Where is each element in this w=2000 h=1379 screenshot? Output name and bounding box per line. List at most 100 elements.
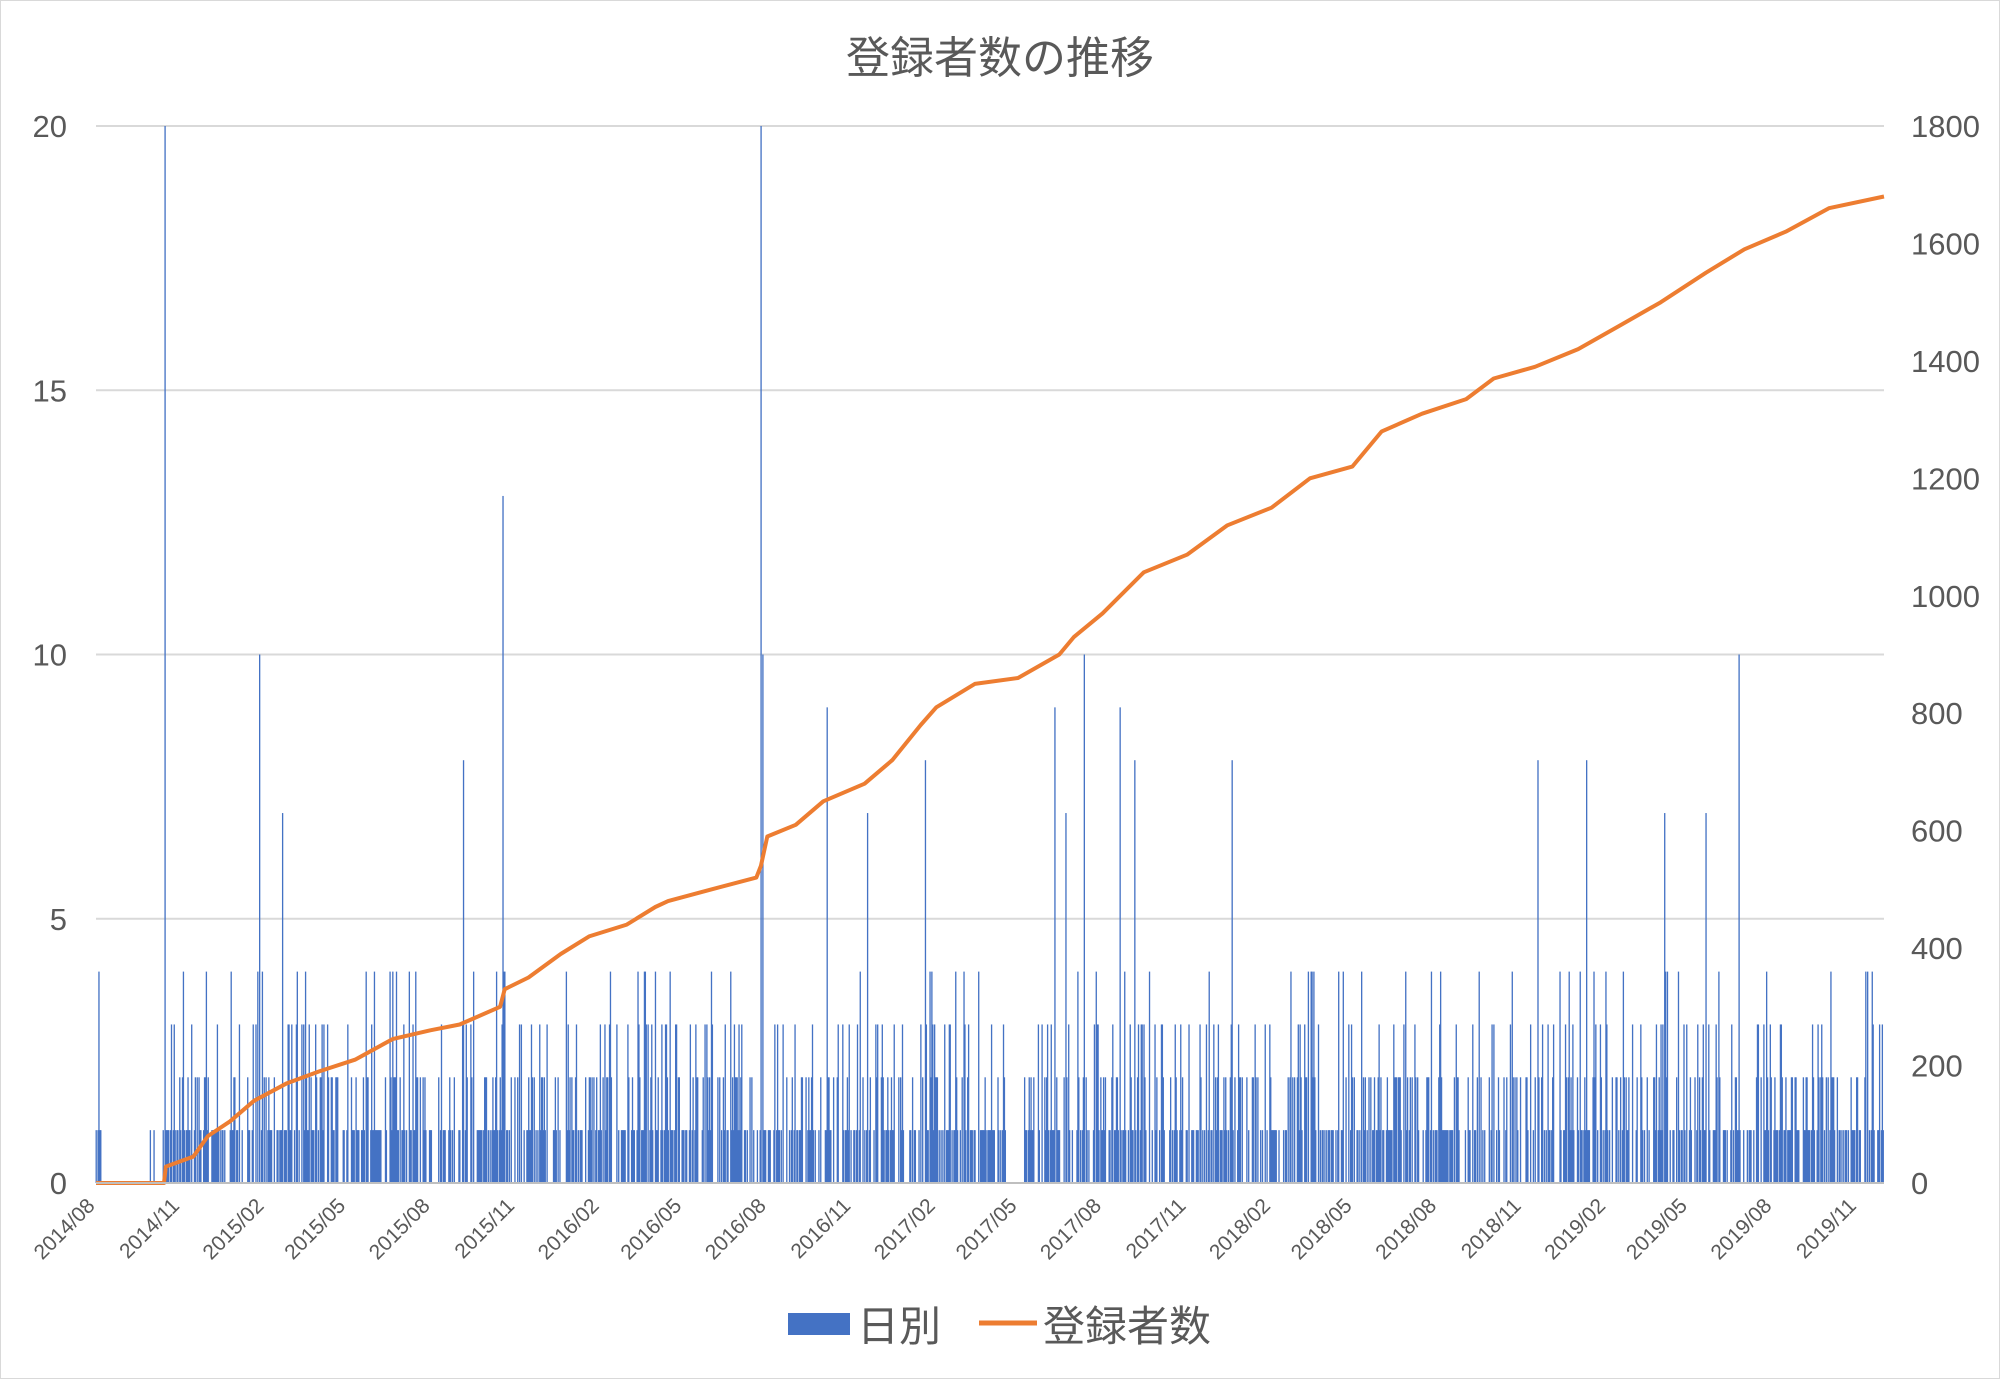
bar-daily — [1551, 1130, 1553, 1183]
bar-daily — [605, 1130, 607, 1183]
bar-daily — [255, 1024, 257, 1183]
bar-daily — [472, 971, 475, 1183]
bar-daily — [710, 971, 713, 1183]
bar-daily — [1525, 1077, 1527, 1183]
bar-daily — [1337, 1130, 1339, 1183]
bar-daily — [837, 1024, 839, 1183]
bar-daily — [1854, 1130, 1856, 1183]
bar-daily — [567, 1024, 569, 1183]
bar-daily — [1127, 1130, 1130, 1183]
bar-daily — [483, 1130, 485, 1183]
bar-daily — [708, 1077, 711, 1183]
bar-daily — [1512, 1077, 1514, 1183]
bar-daily — [741, 1024, 743, 1183]
y-right-tick-label: 0 — [1911, 1166, 1928, 1201]
bar-daily — [470, 1024, 472, 1183]
bar-daily — [1314, 1077, 1316, 1183]
legend[interactable]: 日別 登録者数 — [788, 1302, 1211, 1351]
bar-daily — [1180, 1024, 1182, 1183]
bar-daily — [709, 1130, 712, 1183]
bar-daily — [1626, 1130, 1628, 1183]
x-tick-label: 2019/02 — [1540, 1194, 1610, 1264]
bar-daily — [1134, 760, 1136, 1183]
bar-daily — [645, 1024, 647, 1183]
bar-daily — [461, 1024, 464, 1183]
bar-daily — [1046, 1024, 1049, 1183]
bar-daily — [1734, 1077, 1737, 1183]
bar-daily — [1802, 1077, 1805, 1183]
bar-daily — [1001, 1130, 1004, 1183]
bar-daily — [528, 1077, 530, 1183]
bar-daily — [429, 1130, 432, 1183]
y-left-tick-label: 0 — [50, 1166, 67, 1201]
bar-daily — [1480, 1077, 1482, 1183]
bar-daily — [1659, 1130, 1661, 1183]
bar-daily — [1125, 1130, 1127, 1183]
bar-daily — [1704, 1130, 1706, 1183]
bar-daily — [356, 1130, 358, 1183]
bar-daily — [410, 1130, 412, 1183]
bar-daily — [1822, 1077, 1824, 1183]
bar-daily — [557, 1077, 559, 1183]
bar-daily — [1088, 1130, 1090, 1183]
bar-daily — [1764, 1130, 1766, 1183]
bar-daily — [377, 1130, 379, 1183]
bar-daily — [465, 1024, 467, 1183]
bar-daily — [866, 1130, 868, 1183]
bar-daily — [100, 1130, 102, 1183]
bar-daily — [1027, 1130, 1029, 1183]
bar-daily — [746, 1130, 748, 1183]
bar-daily — [818, 1130, 820, 1183]
bar-daily — [1299, 1024, 1301, 1183]
bar-daily — [1572, 1024, 1574, 1183]
bar-daily — [1696, 1130, 1698, 1183]
bar-daily — [1739, 1130, 1741, 1183]
bar-daily — [1571, 1130, 1573, 1183]
y-left-tick-label: 15 — [33, 373, 67, 408]
bar-daily — [263, 1077, 265, 1183]
bar-daily — [647, 1024, 649, 1183]
bar-daily — [1532, 1130, 1535, 1183]
bar-daily — [216, 1024, 219, 1183]
bar-daily — [1234, 1077, 1236, 1183]
bar-daily — [985, 1130, 987, 1183]
bar-daily — [1750, 1130, 1752, 1183]
bar-daily — [1255, 1077, 1257, 1183]
bar-daily — [1579, 971, 1581, 1183]
bar-daily — [1529, 1024, 1532, 1183]
bar-daily — [1202, 1130, 1204, 1183]
bar-daily — [1838, 1130, 1840, 1183]
bar-daily — [1688, 1130, 1691, 1183]
bar-daily — [940, 1130, 942, 1183]
bar-daily — [1844, 1130, 1847, 1183]
bar-daily — [1191, 1130, 1193, 1183]
bar-daily — [542, 1130, 545, 1183]
bar-daily — [1382, 1130, 1384, 1183]
bar-daily — [484, 1077, 486, 1183]
bar-daily — [268, 1077, 270, 1183]
bar-daily — [1119, 707, 1121, 1183]
bar-daily — [1573, 1130, 1575, 1183]
bar-daily — [1116, 1077, 1119, 1183]
bar-daily — [1798, 1130, 1800, 1183]
bar-daily — [373, 971, 376, 1183]
bar-daily — [1139, 1130, 1142, 1183]
bar-daily — [277, 1130, 279, 1183]
bar-daily — [335, 1077, 337, 1183]
bar-daily — [836, 1077, 838, 1183]
bar-daily — [1197, 1130, 1199, 1183]
bar-daily — [177, 1130, 179, 1183]
bar-daily — [1594, 1077, 1596, 1183]
bar-daily — [1823, 1130, 1826, 1183]
bar-daily — [1417, 1077, 1419, 1183]
bar-daily — [395, 971, 398, 1183]
bar-daily — [1108, 1130, 1110, 1183]
x-tick-label: 2016/08 — [701, 1194, 771, 1264]
bar-daily — [423, 1130, 425, 1183]
bar-daily — [1827, 1077, 1829, 1183]
bar-daily — [657, 1077, 659, 1183]
bar-daily — [555, 1130, 557, 1183]
bar-daily — [495, 971, 498, 1183]
bar-daily — [1220, 1130, 1222, 1183]
bar-daily — [1353, 1077, 1355, 1183]
